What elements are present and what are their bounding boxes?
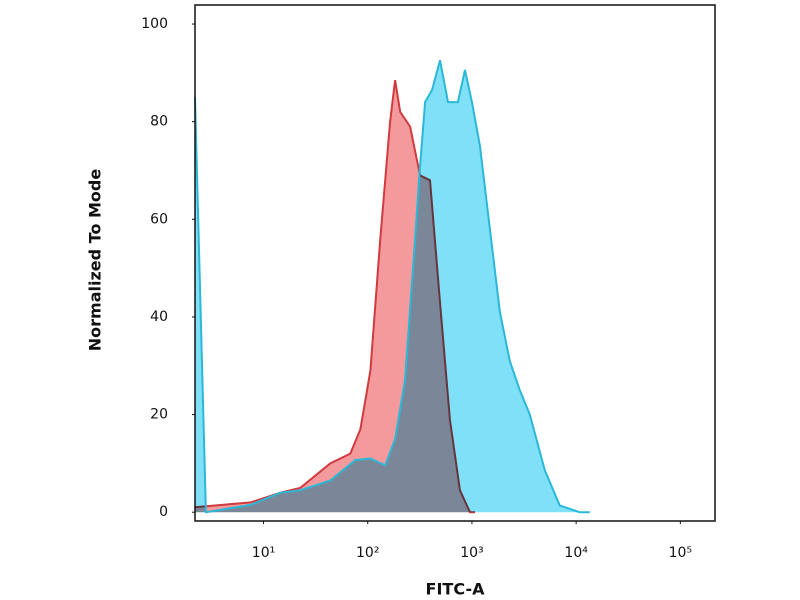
y-tick-label: 60 — [150, 211, 168, 227]
y-tick-label: 20 — [150, 407, 168, 423]
x-tick-label: 10⁴ — [564, 545, 588, 561]
y-tick-label: 40 — [150, 309, 168, 325]
y-tick-label: 0 — [159, 504, 168, 520]
plot-area — [194, 59, 590, 514]
x-tick-label: 10² — [356, 545, 379, 561]
area-fill — [195, 60, 590, 513]
x-tick-label: 10³ — [460, 545, 483, 561]
y-tick-label: 100 — [141, 16, 168, 32]
x-tick-label: 10⁵ — [669, 545, 692, 561]
y-axis-title: Normalized To Mode — [86, 169, 105, 352]
area-line — [194, 59, 590, 514]
x-axis-title: FITC-A — [426, 580, 486, 599]
plot-frame — [194, 4, 716, 522]
y-tick-label: 80 — [150, 114, 168, 130]
x-tick-label: 10¹ — [252, 545, 275, 561]
